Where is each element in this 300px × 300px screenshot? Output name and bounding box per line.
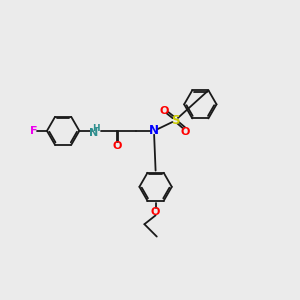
Text: O: O xyxy=(151,207,160,217)
Text: N: N xyxy=(88,128,98,138)
Text: S: S xyxy=(171,114,180,127)
Text: F: F xyxy=(30,126,38,136)
Text: N: N xyxy=(149,124,159,137)
Text: H: H xyxy=(92,124,99,133)
Text: O: O xyxy=(181,127,190,137)
Text: O: O xyxy=(112,141,122,151)
Text: O: O xyxy=(159,106,169,116)
